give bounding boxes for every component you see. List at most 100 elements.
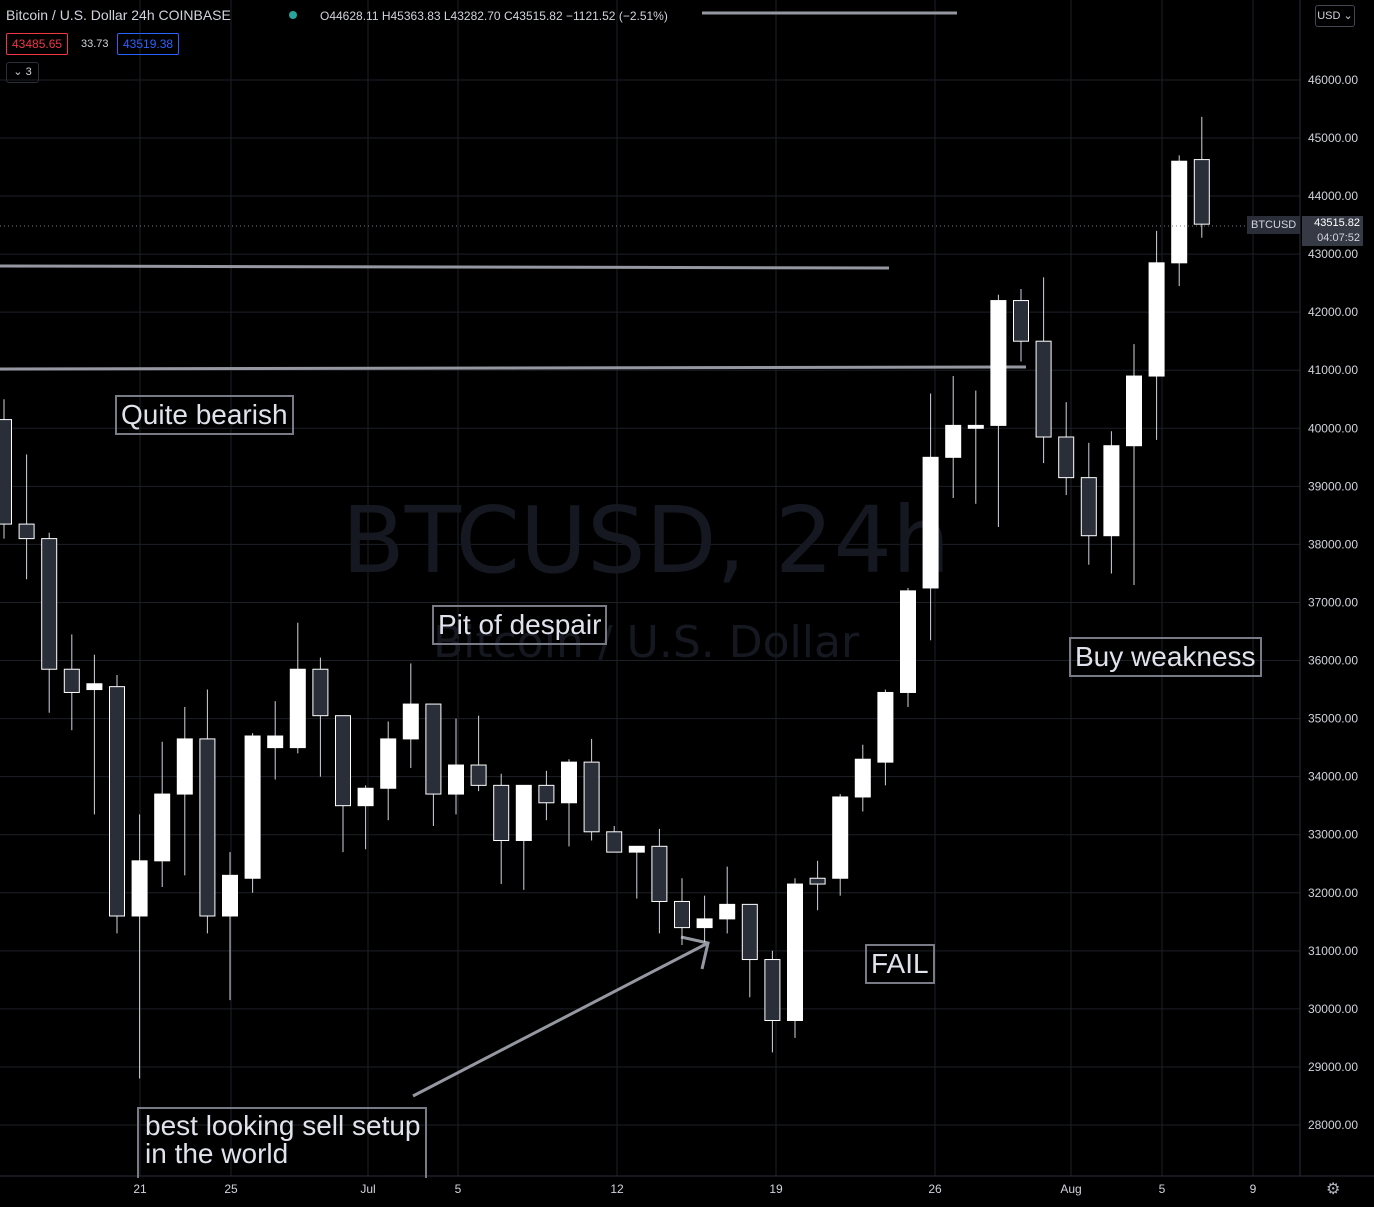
candle <box>877 689 894 786</box>
candle-body <box>222 874 238 917</box>
chevron-down-icon: ⌄ <box>1340 10 1353 22</box>
time-tick-label: 5 <box>455 1182 462 1196</box>
currency-label: USD <box>1317 10 1341 22</box>
candle-body <box>176 738 193 795</box>
grid <box>0 0 1300 1176</box>
candle-body <box>967 424 984 429</box>
settings-gear-icon[interactable]: ⚙ <box>1326 1181 1341 1198</box>
candle-body <box>1193 159 1210 225</box>
candle <box>402 663 419 768</box>
candles <box>0 116 1210 1079</box>
candle <box>696 895 713 943</box>
candle <box>289 622 306 754</box>
candle <box>606 825 623 853</box>
candle <box>222 852 238 1001</box>
sell-button[interactable]: 43485.65 <box>6 33 69 55</box>
candle-body <box>764 959 781 1021</box>
candle-body <box>628 845 645 853</box>
price-tick-label: 40000.00 <box>1308 421 1358 435</box>
candle <box>967 390 984 504</box>
annotation-pit-of-despair[interactable]: Pit of despair <box>432 605 608 645</box>
candle-body <box>854 758 871 798</box>
candle <box>131 814 148 1079</box>
price-tick-label: 33000.00 <box>1308 828 1358 842</box>
time-tick-label: 12 <box>610 1182 624 1196</box>
candle-body <box>154 793 171 862</box>
buy-button[interactable]: 43519.38 <box>117 33 180 55</box>
candle-body <box>199 738 216 917</box>
candle <box>335 715 351 853</box>
watermark-description: Bitcoin / U.S. Dollar <box>433 617 860 668</box>
candle <box>86 654 103 815</box>
candle-body <box>696 918 713 929</box>
price-tick-label: 30000.00 <box>1308 1002 1358 1016</box>
horizontal-line-lower <box>0 365 1027 371</box>
candle <box>244 733 261 893</box>
indicators-count: 3 <box>25 66 32 78</box>
symbol-title[interactable]: Bitcoin / U.S. Dollar 24h COINBASE <box>6 7 231 23</box>
price-tick-label: 28000.00 <box>1308 1118 1358 1132</box>
candle-body <box>674 900 690 929</box>
candle-body <box>63 668 80 693</box>
time-tick-label: 21 <box>133 1182 147 1196</box>
candle-body <box>41 538 58 670</box>
arrow-shaft <box>412 941 709 1098</box>
candle-body <box>448 764 464 795</box>
last-price-value: 43515.82 <box>1314 217 1360 229</box>
price-tick-label: 44000.00 <box>1308 189 1358 203</box>
candle <box>470 715 487 792</box>
candle <box>1103 431 1120 574</box>
price-tick-label: 39000.00 <box>1308 479 1358 493</box>
candle-body <box>1035 340 1052 438</box>
candle <box>493 773 510 885</box>
annotation-buy-weakness[interactable]: Buy weakness <box>1069 637 1262 677</box>
annotation-best-sell-setup[interactable]: best looking sell setup in the world <box>137 1107 427 1178</box>
candle <box>1035 277 1052 464</box>
candle <box>809 860 826 911</box>
candle-body <box>1148 262 1165 377</box>
candle <box>1080 442 1097 565</box>
candle-body <box>1103 445 1120 537</box>
time-tick-label: Jul <box>360 1182 375 1196</box>
indicators-toggle[interactable]: ⌄ 3 <box>6 62 39 83</box>
candle-body <box>18 523 35 540</box>
candle-body <box>1126 375 1142 447</box>
candle-body <box>289 668 306 749</box>
candle <box>832 794 849 896</box>
candle <box>380 721 397 821</box>
price-tick-label: 41000.00 <box>1308 363 1358 377</box>
candle-body <box>922 456 939 589</box>
annotation-fail[interactable]: FAIL <box>865 944 935 984</box>
candle-body <box>583 761 600 833</box>
candle <box>1171 155 1188 287</box>
candle <box>900 587 916 707</box>
candle-body <box>109 686 125 917</box>
time-tick-label: 5 <box>1159 1182 1166 1196</box>
candle-body <box>832 796 849 879</box>
symbol-watermark: BTCUSD, 24h Bitcoin / U.S. Dollar <box>342 487 951 668</box>
candle <box>18 454 35 580</box>
candle-body <box>651 845 668 902</box>
candle <box>764 950 781 1053</box>
candle <box>0 399 12 539</box>
candle-body <box>606 831 623 853</box>
time-tick-label: 26 <box>928 1182 942 1196</box>
candle <box>561 759 577 847</box>
candle <box>1193 116 1210 238</box>
time-tick-label: 19 <box>769 1182 783 1196</box>
candle-body <box>131 860 148 917</box>
price-tick-label: 36000.00 <box>1308 654 1358 668</box>
candle <box>945 376 962 498</box>
candle-body <box>561 761 577 804</box>
price-tick-label: 45000.00 <box>1308 131 1358 145</box>
currency-select[interactable]: USD ⌄ <box>1315 5 1355 27</box>
candle-body <box>312 668 329 717</box>
price-tick-label: 43000.00 <box>1308 247 1358 261</box>
price-tick-label: 38000.00 <box>1308 537 1358 551</box>
annotation-quite-bearish[interactable]: Quite bearish <box>115 395 294 435</box>
price-tick-label: 46000.00 <box>1308 73 1358 87</box>
candle <box>787 878 803 1038</box>
candle <box>357 785 374 850</box>
